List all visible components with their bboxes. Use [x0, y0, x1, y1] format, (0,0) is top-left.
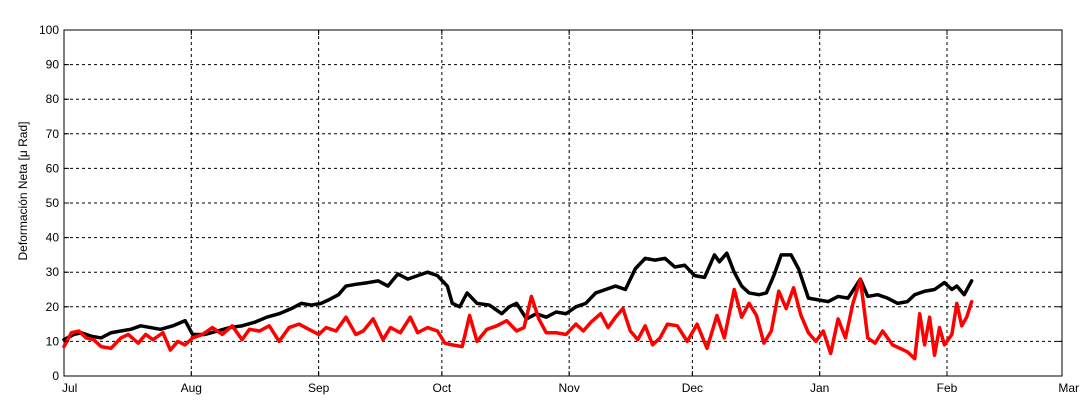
y-tick-label: 60 [46, 161, 60, 175]
y-tick-label: 30 [46, 265, 60, 279]
y-axis-label: Deformación Neta [μ Rad] [16, 122, 30, 261]
grid [64, 30, 1062, 376]
x-tick-label: Feb [937, 381, 958, 395]
y-tick-label: 10 [46, 334, 60, 348]
y-tick-label: 0 [52, 369, 59, 383]
y-tick-label: 40 [46, 231, 60, 245]
y-tick-label: 70 [46, 127, 60, 141]
x-tick-label: Sep [308, 381, 330, 395]
x-tick-label: Aug [181, 381, 202, 395]
axis-label-layer: Deformación Neta [μ Rad] [16, 122, 30, 261]
x-tick-label: Jan [810, 381, 829, 395]
x-tick-label: Dec [682, 381, 703, 395]
x-tick-label: Jul [62, 381, 77, 395]
y-tick-label: 100 [39, 23, 59, 37]
x-tick-label: Nov [558, 381, 579, 395]
y-tick-label: 20 [46, 300, 60, 314]
y-tick-label: 80 [46, 92, 60, 106]
x-tick-label: Oct [433, 381, 452, 395]
y-tick-label: 50 [46, 196, 60, 210]
tick-layer: 0 10 20 30 40 50 60 70 80 90 100 Jul Aug Sep Oct Nov Dec… [39, 23, 1079, 395]
series-layer [62, 251, 974, 361]
x-tick-label: Mar [1058, 381, 1079, 395]
series-red-line [62, 277, 974, 361]
y-tick-label: 90 [46, 58, 60, 72]
